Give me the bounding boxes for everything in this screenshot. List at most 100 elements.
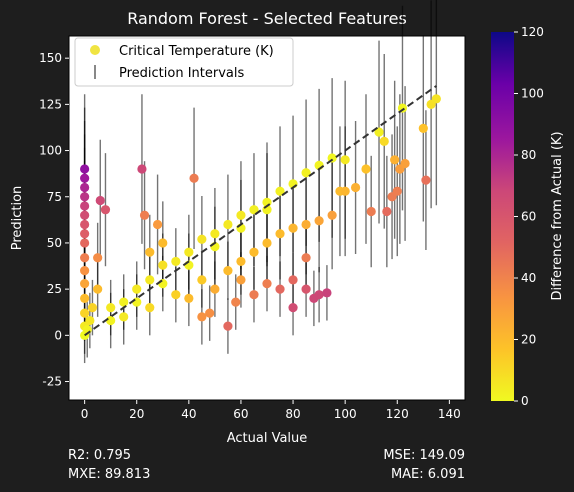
colorbar-tick-label: 40	[521, 271, 536, 285]
colorbar-tick-label: 60	[521, 210, 536, 224]
x-tick-label: 20	[129, 407, 144, 421]
scatter-point	[275, 284, 285, 294]
scatter-point	[100, 205, 111, 215]
scatter-point	[262, 278, 272, 289]
x-tick-label: 40	[181, 407, 196, 421]
scatter-point	[400, 158, 410, 169]
scatter-point	[158, 238, 168, 248]
scatter-point	[119, 297, 129, 307]
scatter-point	[366, 206, 376, 217]
colorbar-label: Difference from Actual (K)	[550, 131, 565, 300]
y-axis-ticks: -25 0 25 50 75 100 125 150	[39, 51, 69, 389]
scatter-point	[132, 297, 142, 307]
scatter-point	[288, 303, 298, 313]
y-axis-label: Prediction	[10, 186, 25, 251]
scatter-point	[106, 303, 116, 313]
scatter-point	[197, 234, 207, 244]
scatter-point	[197, 275, 207, 285]
colorbar-tick-label: 120	[521, 25, 544, 39]
x-tick-label: 60	[233, 407, 248, 421]
scatter-point	[288, 223, 298, 233]
scatter-point	[223, 321, 233, 331]
scatter-point	[249, 205, 259, 215]
scatter-point	[152, 219, 163, 230]
scatter-point	[132, 284, 142, 294]
scatter-point	[197, 312, 207, 322]
scatter-point	[236, 275, 246, 285]
scatter-point	[80, 173, 90, 183]
scatter-point	[340, 155, 350, 165]
scatter-point	[288, 275, 298, 285]
y-tick-label: 50	[47, 236, 62, 250]
metric-mxe: MXE: 89.813	[68, 467, 151, 482]
scatter-point	[80, 308, 90, 318]
reference-line	[84, 85, 437, 337]
scatter-point	[80, 278, 90, 289]
scatter-point	[145, 247, 155, 257]
colorbar-tick-label: 20	[521, 333, 536, 347]
scatter-point	[361, 164, 371, 174]
y-tick-label: 125	[39, 97, 62, 111]
scatter-point	[184, 293, 194, 303]
scatter-point	[145, 303, 155, 313]
scatter-point	[418, 123, 428, 133]
scatter-point	[145, 275, 155, 285]
scatter-point	[80, 201, 90, 211]
y-tick-label: 0	[54, 328, 62, 342]
scatter-point	[95, 195, 105, 206]
x-tick-label: 80	[285, 407, 300, 421]
metric-mse: MSE: 149.09	[383, 448, 465, 463]
x-tick-label: 120	[386, 407, 409, 421]
scatter-point	[137, 164, 147, 174]
x-axis-label: Actual Value	[227, 431, 308, 446]
y-tick-label: 25	[47, 282, 62, 296]
scatter-point	[80, 266, 90, 276]
y-tick-label: -25	[42, 375, 62, 389]
scatter-point	[87, 303, 98, 313]
y-tick-label: 150	[39, 51, 62, 65]
y-tick-label: 100	[39, 144, 62, 158]
scatter-point	[249, 247, 259, 257]
scatter-point	[80, 164, 90, 174]
scatter-point	[93, 284, 103, 294]
plot-area	[68, 0, 466, 401]
scatter-point	[382, 206, 392, 217]
colorbar-tick-label: 100	[521, 87, 544, 101]
colorbar-tick-label: 80	[521, 148, 536, 162]
scatter-point	[301, 219, 311, 230]
x-tick-label: 100	[334, 407, 357, 421]
scatter-point	[139, 210, 150, 220]
scatter-point	[119, 312, 129, 322]
scatter-point	[322, 288, 332, 298]
scatter-point	[301, 253, 311, 263]
legend-label-prediction-intervals: Prediction Intervals	[119, 66, 244, 81]
scatter-point	[80, 182, 90, 193]
scatter-point	[80, 192, 90, 202]
colorbar-tick-label: 0	[521, 394, 529, 408]
scatter-point	[314, 216, 324, 226]
scatter-point	[85, 315, 95, 326]
scatter-point	[205, 308, 215, 318]
scatter-point	[431, 94, 441, 104]
scatter-point	[93, 253, 103, 263]
x-tick-label: 140	[438, 407, 461, 421]
scatter-point	[210, 229, 220, 239]
scatter-point	[80, 238, 90, 248]
scatter-point	[340, 186, 350, 196]
scatter-point	[301, 168, 311, 178]
scatter-point	[275, 186, 285, 196]
scatter-point	[80, 229, 90, 239]
scatter-point	[171, 256, 181, 267]
scatter-point	[158, 260, 168, 270]
scatter-point	[80, 210, 90, 220]
x-tick-label: 0	[81, 407, 89, 421]
x-axis-ticks: 0 20 40 60 80 100 120 140	[81, 400, 461, 421]
colorbar-gradient	[491, 32, 514, 401]
scatter-point	[350, 182, 361, 193]
scatter-point	[236, 256, 246, 267]
scatter-point	[231, 297, 241, 307]
scatter-points	[80, 94, 441, 340]
scatter-point	[80, 293, 90, 303]
scatter-point	[236, 210, 246, 220]
colorbar: 0 20 40 60 80 100 120 Difference from Actual (…	[491, 25, 565, 408]
